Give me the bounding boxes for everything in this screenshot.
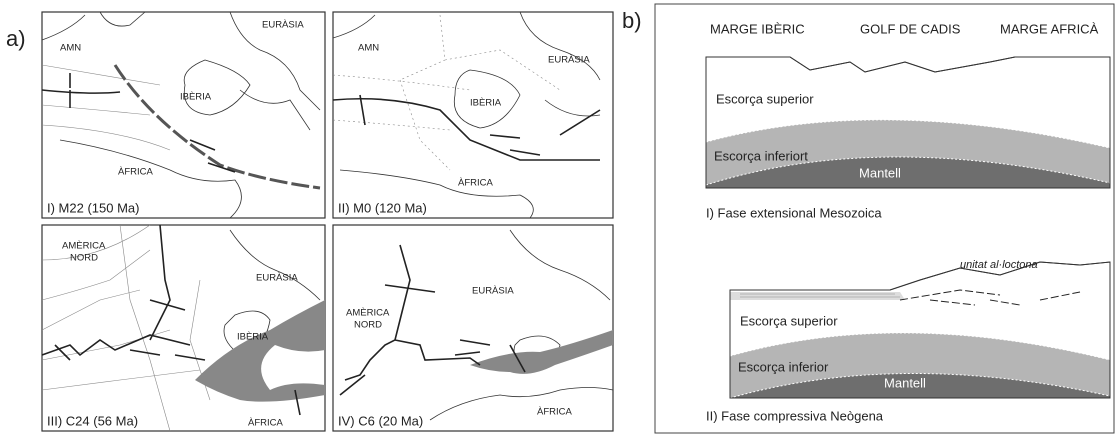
section-caption: II) Fase compressiva Neògena [706,408,884,423]
layer-label: Escorça superior [716,91,814,106]
map-caption: II) M0 (120 Ma) [338,200,427,215]
map-label: ÀFRICA [458,178,494,189]
cross-section: Escorça superior Escorça inferiort Mante… [706,57,1110,220]
map-label: EURÀSIA [256,273,298,284]
map-label: EURÀSIA [472,286,514,297]
map-label: AMÈRICA [62,241,106,252]
map-label: IBÈRIA [470,98,502,109]
map-caption: I) M22 (150 Ma) [47,200,139,215]
layer-label: Escorça superior [740,313,838,328]
map: AMÈRICA NORD EURÀSIA IBÈRIA ÀFRICA III) … [42,225,325,431]
map-label: IBÈRIA [180,92,212,103]
layer-label: Mantell [859,165,901,180]
map: EURÀSIA AMÈRICA NORD ÀFRICA IV) C6 (20 M… [333,225,613,431]
header-label: MARGE IBÈRIC [710,21,805,36]
map-label: IBÈRIA [237,332,269,343]
map-caption: III) C24 (56 Ma) [47,413,138,428]
map-label: NORD [354,320,382,331]
map-caption: IV) C6 (20 Ma) [338,413,423,428]
layer-label: Mantell [884,375,926,390]
figure: a) AMN IBÈRIA EURÀSIA ÀFRICA I) M22 (150… [0,0,1115,434]
section-caption: I) Fase extensional Mesozoica [706,205,882,220]
map: AMN IBÈRIA EURÀSIA ÀFRICA I) M22 (150 Ma… [42,12,325,218]
map-label: ÀFRICA [118,167,154,178]
map-label: AMN [358,43,379,54]
map-label: ÀFRICA [248,418,284,429]
map-label: NORD [70,253,98,264]
cross-section: unitat al·loctona Escorça superior Escor… [706,259,1110,424]
panel-label: a) [6,26,26,51]
map-label: AMÈRICA [346,308,390,319]
header-label: GOLF DE CADIS [860,21,961,36]
map-label: ÀFRICA [537,407,573,418]
header-label: MARGE AFRICÀ [1000,21,1099,36]
layer-label: unitat al·loctona [960,259,1038,271]
layer-label: Escorça inferiort [714,148,808,163]
map-label: AMN [60,43,81,54]
map-label: EURÀSIA [548,55,590,66]
panel-label: b) [622,8,642,33]
layer-label: Escorça inferior [738,359,829,374]
map: AMN EURÀSIA IBÈRIA ÀFRICA II) M0 (120 Ma… [333,12,613,218]
map-label: EURÀSIA [262,20,304,31]
